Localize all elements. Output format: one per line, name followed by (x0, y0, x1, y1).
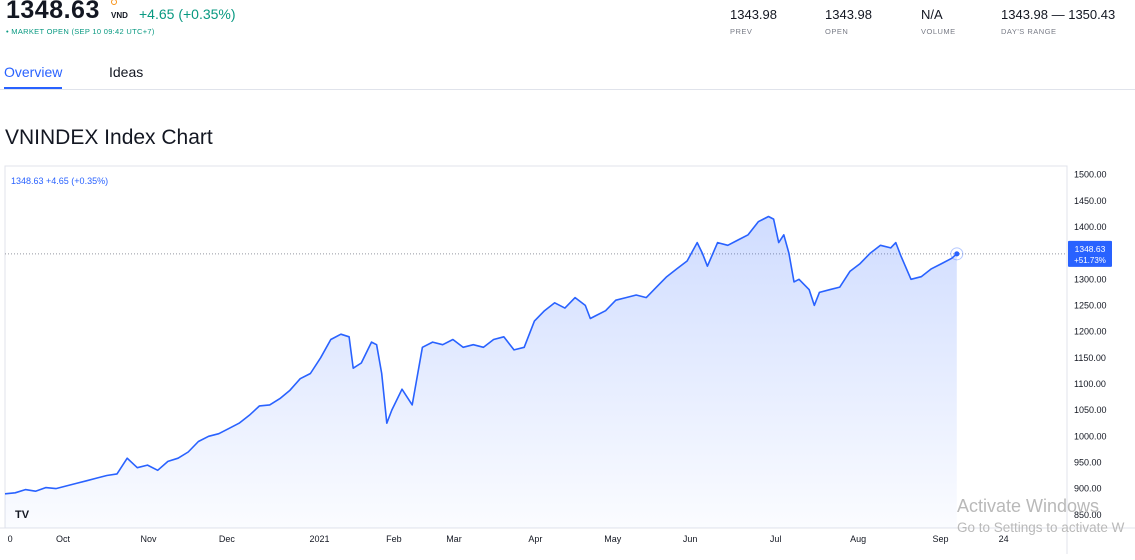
watermark-line-1: Activate Windows (957, 496, 1100, 516)
current-price: 1348.63 (6, 0, 100, 24)
stat-days-range: 1343.98 — 1350.43 DAY'S RANGE (1001, 7, 1115, 36)
x-tick-label: 0 (8, 534, 13, 544)
y-tick-label: 1450.00 (1074, 196, 1107, 206)
x-tick-label: May (604, 534, 622, 544)
x-tick-label: Dec (219, 534, 236, 544)
last-price-tag-bg (1068, 240, 1112, 267)
x-tick-label: Apr (528, 534, 542, 544)
x-tick-label: Sep (933, 534, 949, 544)
y-tick-label: 1400.00 (1074, 222, 1107, 232)
stat-label: DAY'S RANGE (1001, 27, 1057, 36)
index-chart[interactable]: 850.00 900.00 950.00 1000.00 1050.00 1100.00 1… (0, 164, 1135, 560)
last-price-tag: 1348.63 +51.73% (1068, 240, 1112, 267)
y-tick-label: 1050.00 (1074, 405, 1107, 415)
tab-overview[interactable]: Overview (4, 64, 63, 80)
y-tick-label: 850.00 (1074, 510, 1102, 520)
series-line (4, 215, 958, 495)
watermark-line-2: Go to Settings to activate W (957, 520, 1125, 535)
x-tick-label: Jul (770, 534, 782, 544)
y-tick-label: 1100.00 (1074, 379, 1106, 389)
stat-value: N/A (921, 7, 943, 22)
last-price-tag-price: 1348.63 (1075, 244, 1106, 254)
stat-volume: N/A VOLUME (921, 7, 956, 36)
y-tick-label: 1000.00 (1074, 431, 1107, 441)
currency-code: VND (111, 11, 128, 20)
stat-label: VOLUME (921, 27, 956, 36)
x-tick-label: Feb (386, 534, 402, 544)
stat-value: 1343.98 (730, 7, 777, 22)
stat-label: PREV (730, 27, 753, 36)
chart-legend: 1348.63 +4.65 (+0.35%) (11, 176, 108, 186)
y-tick-label: 1250.00 (1074, 300, 1107, 310)
tradingview-logo: TV (15, 509, 30, 521)
y-tick-label: 900.00 (1074, 484, 1102, 494)
last-point-ring (950, 247, 964, 261)
stat-value: 1343.98 — 1350.43 (1001, 7, 1116, 22)
stat-prev: 1343.98 PREV (730, 7, 777, 36)
y-tick-label: 1150.00 (1074, 353, 1106, 363)
tab-ideas[interactable]: Ideas (109, 64, 144, 80)
last-price-tag-change: +51.73% (1074, 256, 1106, 265)
y-tick-label: 1300.00 (1074, 274, 1107, 284)
x-tick-label: Mar (446, 534, 462, 544)
price-change: +4.65 (+0.35%) (139, 6, 236, 22)
x-tick-label: Nov (141, 534, 158, 544)
stat-label: OPEN (825, 27, 849, 36)
market-status: • MARKET OPEN (SEP 10 09:42 UTC+7) (6, 27, 155, 36)
series-area (5, 216, 957, 528)
x-tick-label: Jun (683, 534, 698, 544)
chart-title: VNINDEX Index Chart (5, 126, 213, 149)
last-point (954, 251, 960, 257)
x-tick-label: Oct (56, 534, 71, 544)
y-tick-label: 1500.00 (1074, 170, 1107, 180)
active-tab-indicator (4, 87, 62, 89)
currency-dot-icon (111, 0, 117, 5)
x-tick-label: 2021 (310, 534, 330, 544)
y-tick-label: 1200.00 (1074, 327, 1107, 337)
stat-value: 1343.98 (825, 7, 872, 22)
tabs-divider (0, 89, 1135, 90)
y-tick-label: 950.00 (1074, 457, 1102, 467)
x-tick-label: 24 (999, 534, 1009, 544)
stat-open: 1343.98 OPEN (825, 7, 872, 36)
x-tick-label: Aug (850, 534, 866, 544)
